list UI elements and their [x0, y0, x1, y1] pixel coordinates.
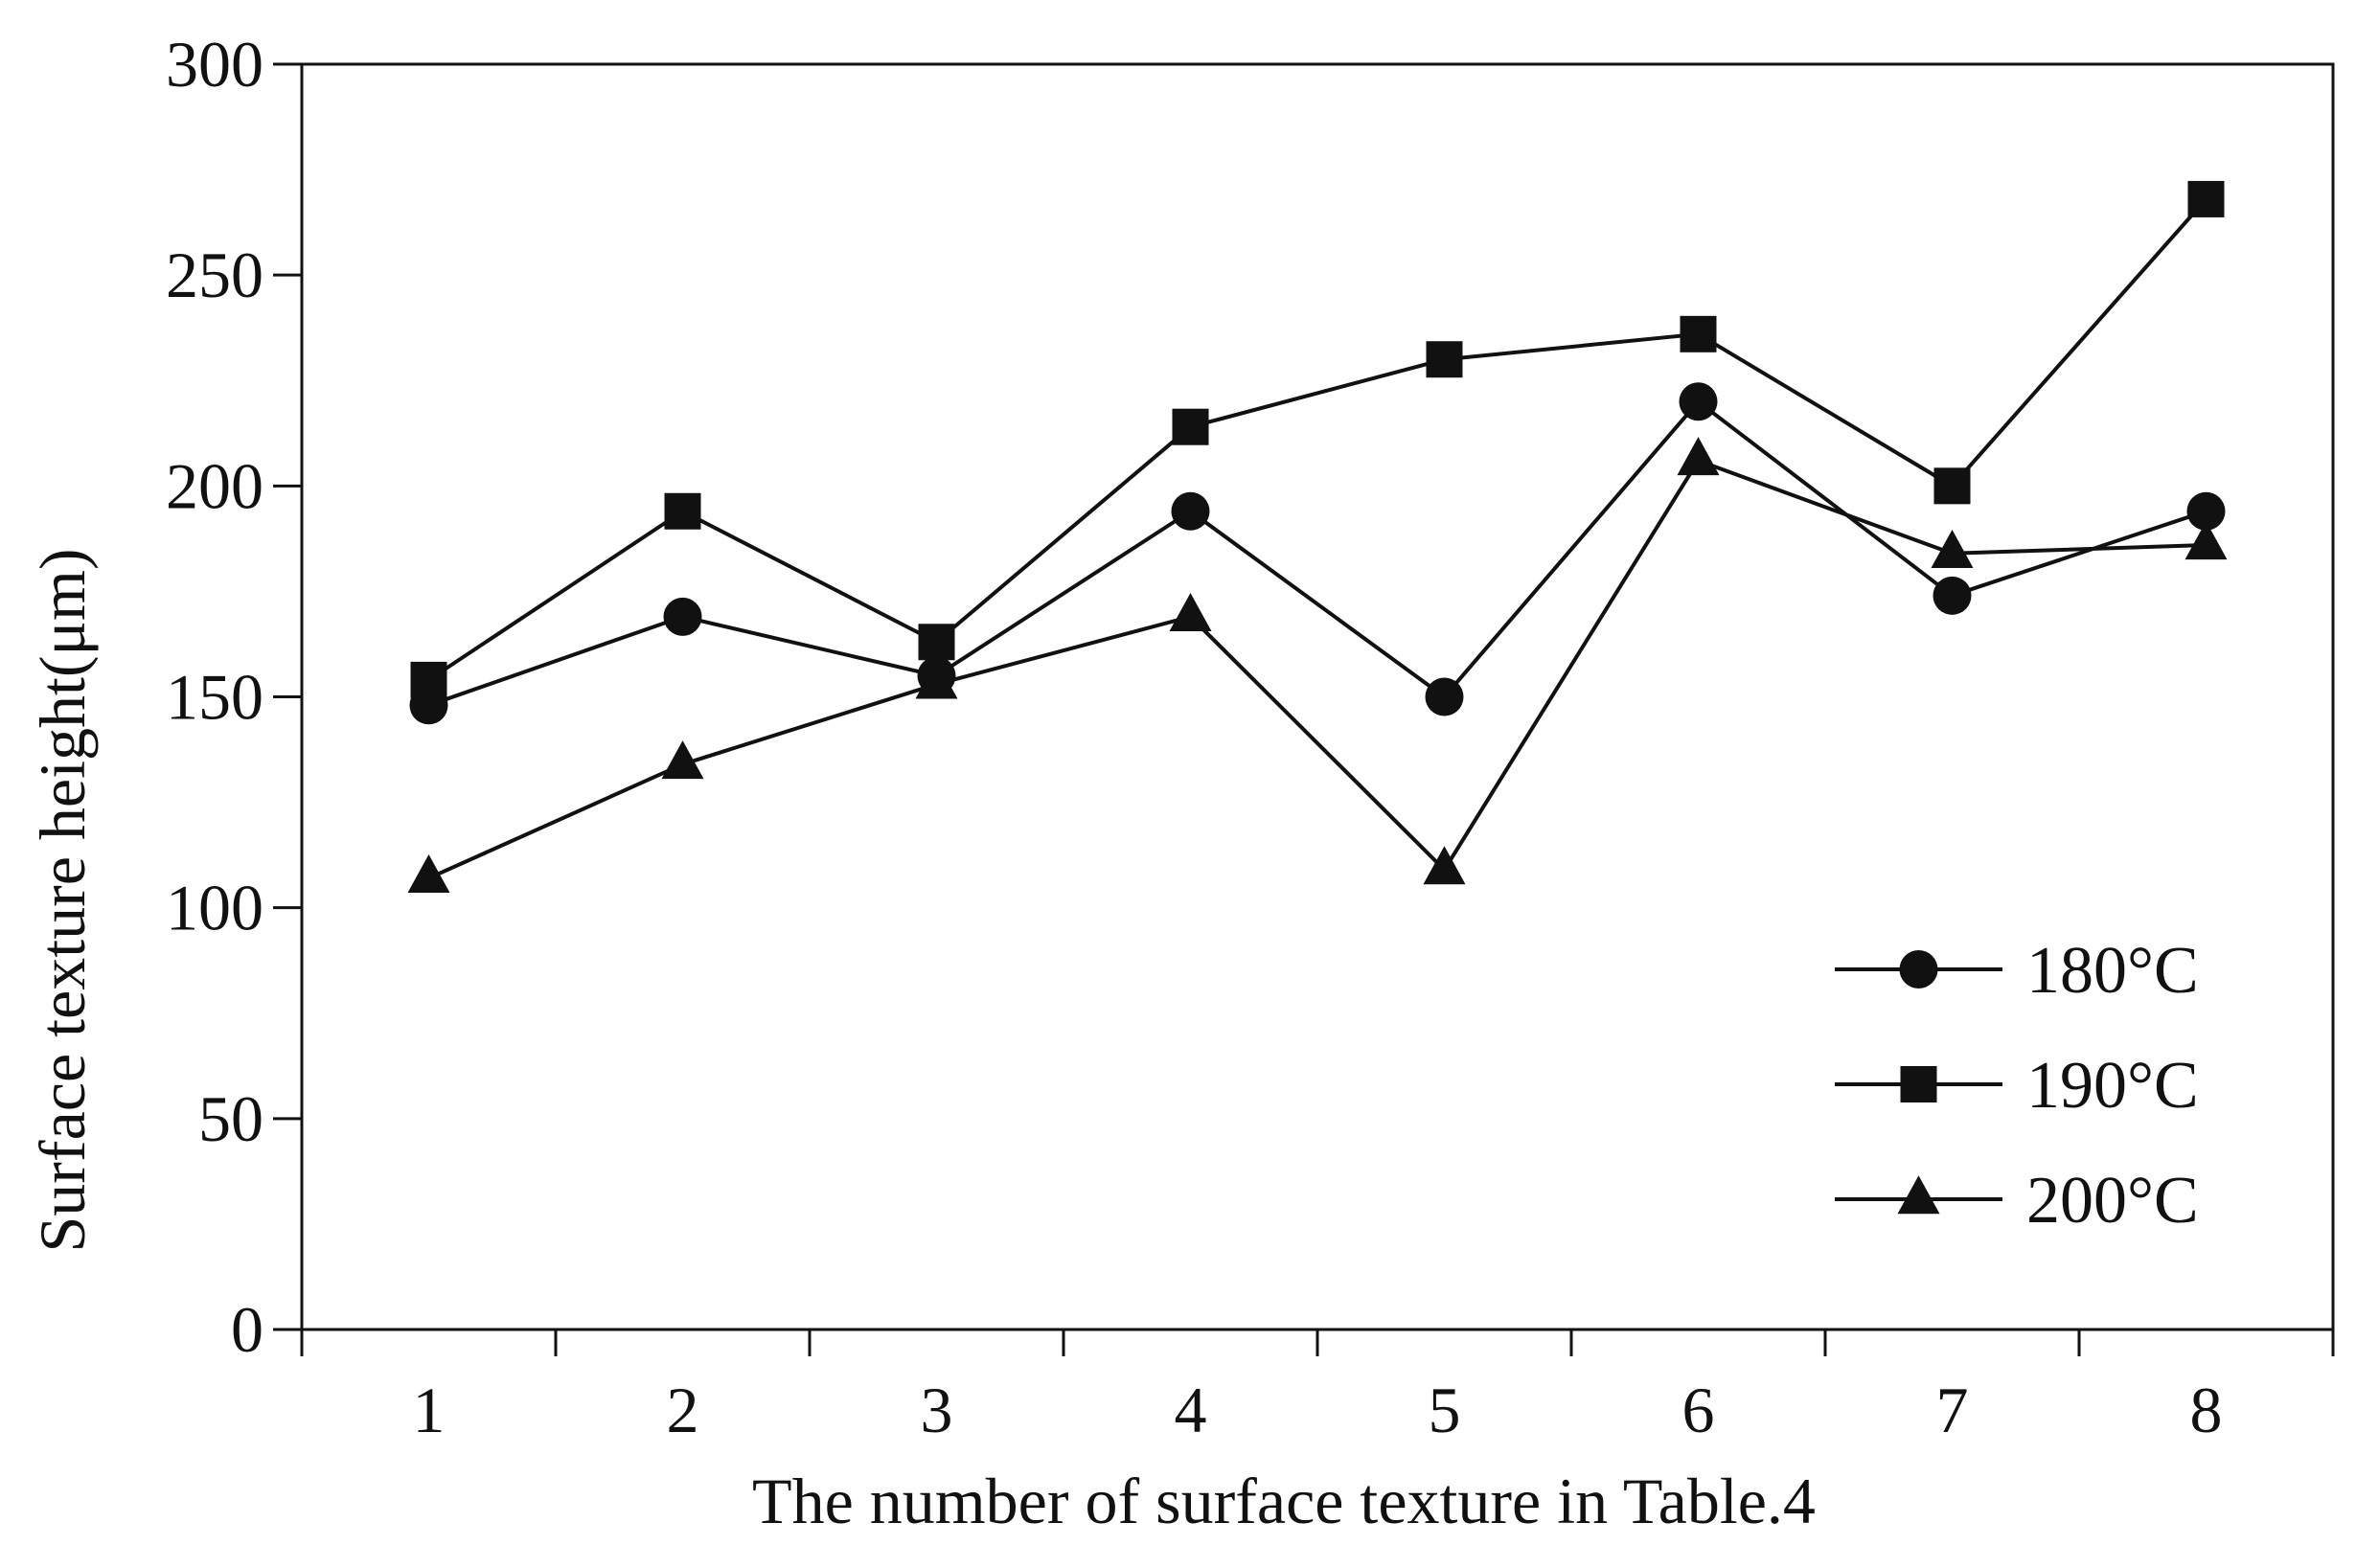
data-point [661, 740, 704, 780]
data-point [1933, 576, 1972, 615]
x-tick-label: 7 [1936, 1374, 1969, 1446]
y-tick-label: 0 [231, 1293, 263, 1366]
data-point [1677, 437, 1720, 476]
data-point [664, 492, 701, 530]
series-line [427, 458, 2207, 880]
y-tick-label: 200 [166, 449, 263, 522]
data-point [2186, 491, 2226, 531]
x-tick-label: 3 [921, 1374, 953, 1446]
x-axis: 1 2 3 4 5 6 7 8 [300, 1329, 2335, 1446]
x-tick-label: 8 [2190, 1374, 2223, 1446]
data-point [1425, 677, 1464, 716]
legend: 180°C 190°C 200°C [1835, 934, 2199, 1238]
data-point [2184, 521, 2228, 560]
y-axis-title: Surface texture height(μm) [26, 548, 99, 1252]
legend-label: 190°C [2026, 1049, 2199, 1123]
data-point [1680, 315, 1717, 352]
y-tick-label: 250 [166, 239, 263, 311]
x-axis-title: The number of surface texture in Table.4 [752, 1465, 1816, 1537]
data-point [918, 624, 955, 661]
data-point [1423, 846, 1466, 885]
x-tick-label: 4 [1175, 1374, 1207, 1446]
y-tick-label: 50 [198, 1082, 263, 1155]
data-point [663, 597, 702, 636]
y-tick-label: 100 [166, 872, 263, 944]
data-point [1933, 467, 1971, 505]
x-tick-label: 6 [1682, 1374, 1715, 1446]
series-layer [407, 180, 2228, 894]
data-point [915, 660, 958, 699]
legend-item: 190°C [1835, 1049, 2199, 1123]
y-tick-label: 300 [166, 28, 263, 101]
legend-marker [1897, 1175, 1940, 1215]
data-point [1679, 382, 1718, 421]
data-point [1169, 593, 1212, 632]
legend-item: 200°C [1835, 1164, 2199, 1238]
x-tick-label: 1 [413, 1374, 446, 1446]
y-tick-label: 150 [166, 661, 263, 734]
legend-label: 180°C [2026, 934, 2199, 1008]
series-square [410, 180, 2225, 698]
legend-marker [1900, 1066, 1937, 1102]
data-point [1931, 529, 1974, 568]
series-line [427, 399, 2207, 708]
data-point [1171, 491, 1210, 531]
series-line [427, 197, 2207, 682]
plot-border [300, 62, 2335, 1331]
y-axis: 0 50 100 150 200 250 300 [166, 28, 302, 1366]
x-tick-label: 2 [667, 1374, 699, 1446]
data-point [1172, 408, 1209, 445]
data-point [1426, 341, 1463, 378]
data-point [407, 854, 450, 894]
x-tick-label: 5 [1429, 1374, 1461, 1446]
data-point [2187, 180, 2225, 217]
legend-marker [1899, 950, 1938, 989]
data-point [410, 661, 447, 698]
plot-frame [300, 62, 2335, 1331]
series-triangle [407, 437, 2228, 894]
legend-label: 200°C [2026, 1164, 2199, 1238]
legend-item: 180°C [1835, 934, 2199, 1008]
